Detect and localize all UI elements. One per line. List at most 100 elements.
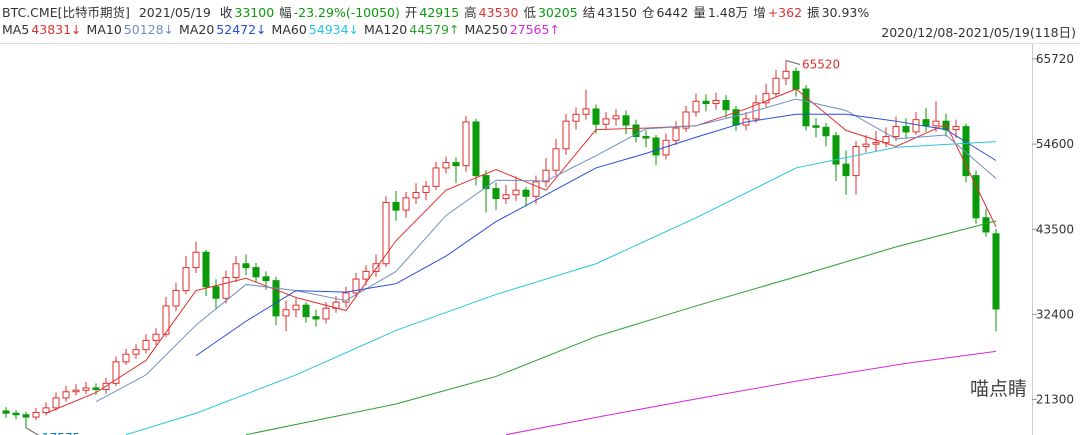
- date: 2021/05/19: [138, 5, 211, 20]
- candle-body: [892, 126, 900, 138]
- symbol: BTC.CME[比特币期货]: [2, 5, 130, 20]
- quote-key: 量: [693, 5, 706, 20]
- quote-value: 33100: [234, 5, 275, 20]
- candle-body: [312, 316, 320, 320]
- candle-body: [302, 304, 310, 318]
- ma-value: 52472↓: [216, 22, 267, 37]
- quote-value: 43530: [478, 5, 519, 20]
- ma-name: MA5: [2, 22, 30, 37]
- candle-body: [792, 70, 800, 90]
- candle-body: [192, 251, 200, 269]
- ma-name: MA10: [86, 22, 122, 37]
- candle-body: [502, 194, 510, 200]
- candle-body: [442, 162, 450, 169]
- candle-body: [582, 108, 590, 115]
- quote-value: 6442: [656, 5, 689, 20]
- candle-body: [952, 126, 960, 131]
- candle-body: [72, 389, 80, 393]
- candle-body: [32, 411, 40, 418]
- ma-name: MA250: [464, 22, 508, 37]
- quote-key: 高: [464, 5, 477, 20]
- candle-body: [722, 99, 730, 111]
- y-tick-label: 43500: [1036, 222, 1074, 236]
- candle-body: [92, 387, 100, 390]
- candle-body: [202, 251, 210, 288]
- quote-key: 低: [523, 5, 536, 20]
- candle-body: [842, 163, 850, 177]
- candle-body: [422, 185, 430, 193]
- candle-body: [112, 361, 120, 384]
- y-tick-label: 21300: [1036, 392, 1074, 406]
- ma-value: 50128↓: [123, 22, 175, 37]
- quote-value: 30.93%: [821, 5, 870, 20]
- candle-body: [472, 121, 480, 177]
- candle-body: [652, 137, 660, 156]
- candle-body: [622, 115, 630, 126]
- candle-body: [852, 145, 860, 177]
- ma-line: [45, 88, 997, 414]
- candle-body: [292, 304, 300, 311]
- ma-line: [125, 141, 997, 435]
- candle-body: [362, 270, 370, 280]
- quote-value: 42915: [419, 5, 460, 20]
- candle-body: [242, 263, 250, 269]
- ma-value: 27565↑: [509, 22, 560, 37]
- candle-body: [882, 136, 890, 144]
- candle-body: [382, 201, 390, 265]
- candle-body: [492, 188, 500, 200]
- y-tick-label: 65720: [1036, 52, 1074, 66]
- ma-line: [245, 220, 997, 435]
- date-range: 2020/12/08-2021/05/19(118日): [881, 25, 1076, 40]
- ma-value: 54934↓: [308, 22, 360, 37]
- candle-body: [972, 175, 980, 219]
- candle-body: [712, 99, 720, 105]
- ma-line: [505, 350, 997, 435]
- candle-body: [542, 169, 550, 183]
- quote-value: 30205: [537, 5, 578, 20]
- candle-body: [672, 127, 680, 141]
- candle-body: [912, 119, 920, 133]
- quote-value: -23.29%(-10050): [293, 5, 400, 20]
- candle-body: [132, 349, 140, 355]
- candle-body: [262, 276, 270, 282]
- candle-body: [432, 167, 440, 187]
- candle-body: [142, 339, 150, 351]
- y-tick-label: 32400: [1036, 307, 1074, 321]
- ma-row: MA5 43831↓ MA10 50128↓ MA20 52472↓ MA60 54934↓ M…: [2, 22, 565, 37]
- candle-body: [272, 280, 280, 317]
- annotation: 17575: [42, 431, 80, 435]
- candle-body: [702, 100, 710, 105]
- candle-body: [352, 278, 360, 294]
- candle-body: [992, 233, 1000, 310]
- candle-body: [592, 108, 600, 125]
- candle-body: [872, 142, 880, 145]
- candle-body: [682, 111, 690, 129]
- candle-body: [962, 126, 970, 177]
- candle-body: [612, 115, 620, 120]
- quote-key: 收: [219, 5, 233, 20]
- candle-body: [832, 135, 840, 165]
- quote-row: BTC.CME[比特币期货] 2021/05/19 收 33100 幅 -23.29%…: [2, 2, 874, 21]
- candle-body: [642, 136, 650, 139]
- quote-key: 开: [404, 5, 418, 20]
- candle-body: [522, 189, 530, 197]
- quote-key: 振: [807, 5, 820, 20]
- candle-body: [562, 120, 570, 150]
- candle-body: [232, 263, 240, 279]
- candle-body: [82, 387, 90, 391]
- quote-key: 仓: [642, 5, 655, 20]
- candle-body: [922, 119, 930, 127]
- candle-body: [512, 189, 520, 196]
- ma-line: [195, 113, 997, 357]
- candle-body: [12, 412, 20, 416]
- ma-name: MA120: [364, 22, 408, 37]
- candle-body: [822, 126, 830, 137]
- candle-body: [632, 124, 640, 138]
- candle-body: [322, 307, 330, 320]
- y-tick-label: 54600: [1036, 137, 1074, 151]
- candle-body: [802, 88, 810, 127]
- candle-body: [162, 305, 170, 335]
- quote-value: 1.48万: [707, 5, 749, 20]
- quote-key: 幅: [279, 5, 292, 20]
